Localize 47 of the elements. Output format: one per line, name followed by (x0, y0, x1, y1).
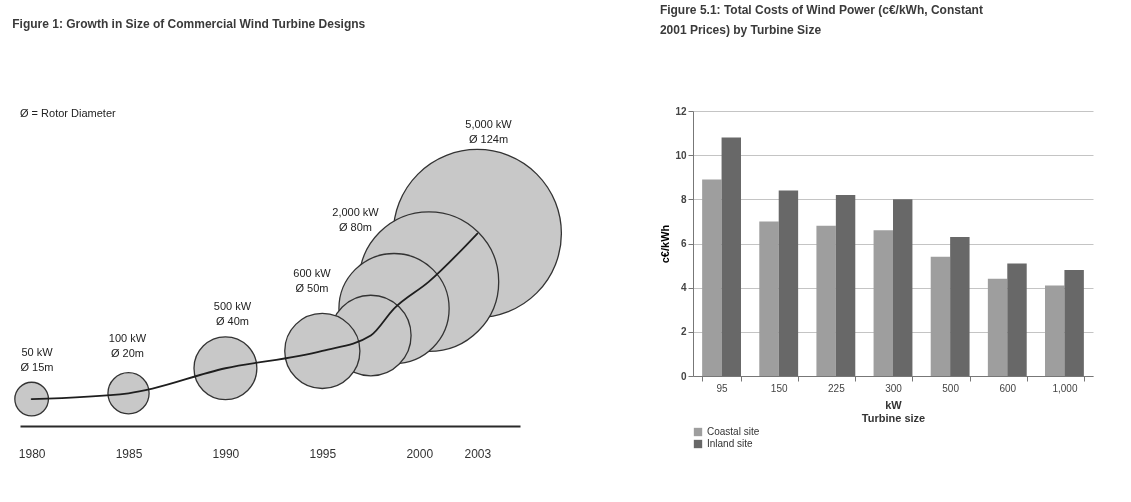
bar (930, 256, 951, 376)
bar (835, 194, 856, 376)
x-tick-label: 1985 (115, 446, 143, 461)
x-tick-label: 1,000 (1052, 382, 1078, 394)
y-tick-label: 2 (680, 326, 687, 338)
x-tick-label: 2003 (464, 446, 492, 461)
chart-title: Figure 1: Growth in Size of Commercial Wind Turbine Designs (12, 17, 366, 31)
text: Ø = Rotor Diameter (20, 107, 117, 120)
bar (873, 230, 893, 376)
y-tick-label: 6 (680, 238, 687, 249)
x-tick-label: 1980 (18, 446, 46, 461)
annotation: 500 kW Ø 40m (213, 299, 252, 327)
annotation: 600 kW Ø 50m (293, 266, 332, 294)
x-tick-label: 300 (885, 382, 903, 394)
y-axis-title: c€/kWh (659, 224, 672, 264)
text: 5,000 kW Ø 124m (465, 117, 513, 145)
bar (893, 199, 913, 376)
x-tick-label: 225 (828, 382, 846, 394)
text: 2,000 kW Ø 80m (332, 206, 380, 234)
x-tick-label: 150 (770, 382, 788, 394)
y-tick-label: 10 (675, 149, 687, 161)
y-tick-label: 8 (680, 193, 687, 205)
x-tick-label: 2000 (406, 446, 434, 461)
bar (816, 225, 836, 376)
x-tick-label: 600 (999, 382, 1017, 394)
y-tick-label: 4 (680, 282, 687, 294)
bar (1064, 270, 1084, 376)
x-axis-title: kW Turbine size (861, 398, 926, 424)
x-tick-label: 95 (716, 382, 729, 394)
bar (702, 179, 722, 376)
bar (1045, 285, 1065, 376)
x-tick-label: 1990 (212, 446, 240, 461)
bar (778, 190, 799, 376)
annotation: 50 kW Ø 15m (20, 345, 54, 373)
legend-label: Inland site (707, 438, 754, 449)
y-tick-label: 12 (675, 105, 687, 117)
legend-label: Coastal site (707, 426, 760, 437)
bar (987, 278, 1008, 376)
bar (1007, 263, 1027, 376)
bar (759, 221, 779, 376)
annotation: 100 kW Ø 20m (108, 332, 147, 360)
x-tick-label: 500 (942, 382, 960, 394)
x-tick-label: 1995 (309, 446, 337, 461)
bar (950, 236, 970, 376)
chart-title: Figure 5.1: Total Costs of Wind Power (c€/kWh, Constant 2001 Prices) by Turbine Size (659, 3, 983, 37)
bar (721, 137, 741, 376)
y-tick-label: 0 (680, 370, 687, 382)
